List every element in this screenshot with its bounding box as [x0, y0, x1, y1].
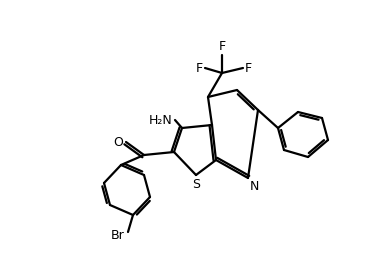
- Text: N: N: [250, 180, 259, 193]
- Text: Br: Br: [110, 229, 124, 242]
- Text: H₂N: H₂N: [149, 114, 173, 126]
- Text: F: F: [196, 62, 203, 75]
- Text: S: S: [192, 178, 200, 191]
- Text: O: O: [113, 136, 123, 148]
- Text: F: F: [218, 40, 225, 53]
- Text: F: F: [245, 62, 252, 75]
